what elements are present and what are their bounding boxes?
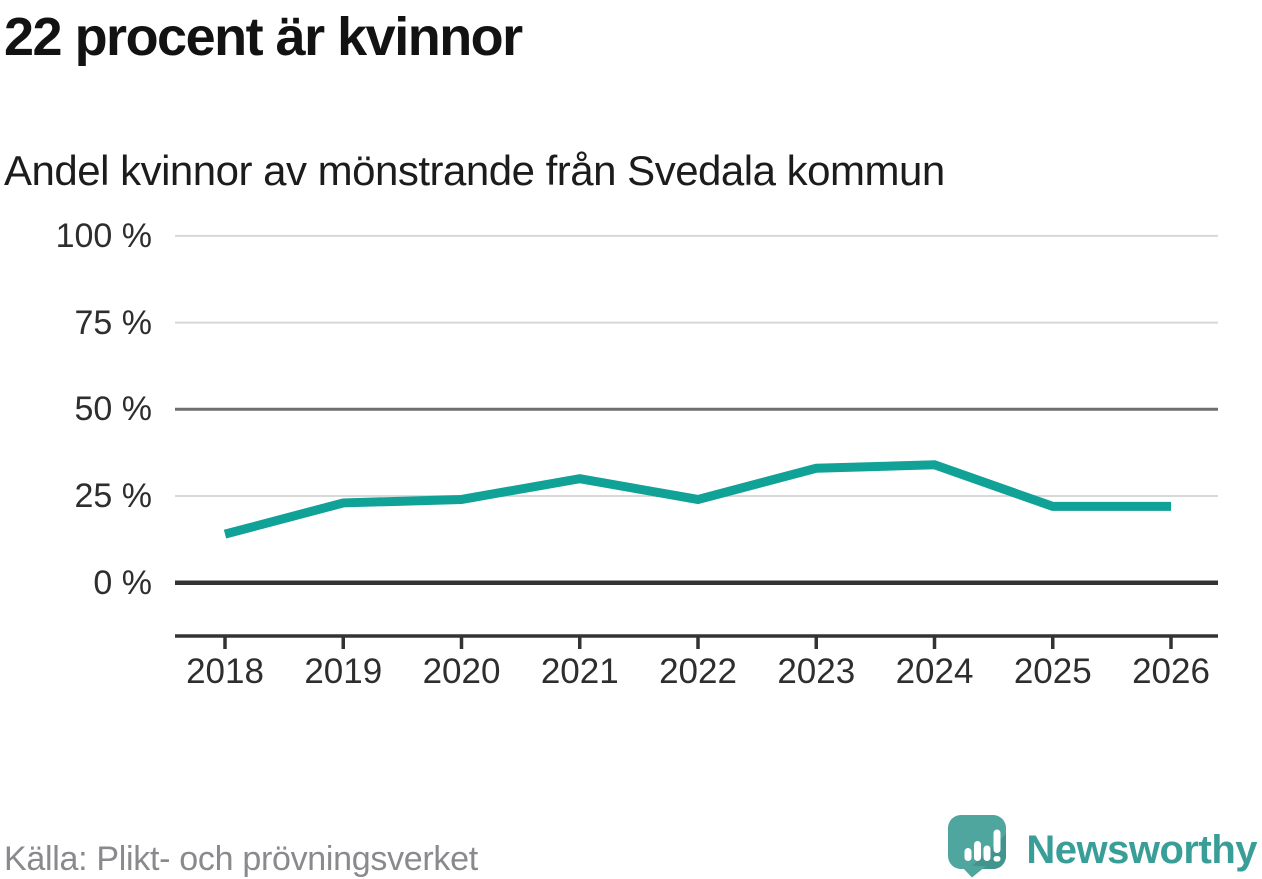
data-line-share-of-women: [223, 460, 1171, 539]
y-axis-tick-label: 75 %: [74, 303, 153, 342]
x-axis-tick-label: 2019: [304, 652, 383, 691]
brand-name: Newsworthy: [1026, 828, 1257, 872]
x-axis-tick-label: 2023: [777, 652, 856, 691]
x-axis-tick-label: 2026: [1132, 652, 1210, 691]
x-axis-tick-label: 2022: [659, 652, 737, 691]
x-axis-tick-label: 2025: [1013, 652, 1092, 691]
x-axis-tick-label: 2021: [540, 652, 619, 691]
chart-title: 22 procent är kvinnor: [4, 7, 523, 67]
chart-subtitle: Andel kvinnor av mönstrande från Svedala…: [4, 147, 945, 194]
y-axis-tick-label: 0 %: [93, 563, 152, 602]
x-axis-tick-label: 2024: [895, 652, 974, 691]
x-axis-tick-label: 2018: [186, 652, 264, 691]
source-note: Källa: Plikt- och prövningsverket: [4, 840, 478, 878]
y-axis-tick-label: 50 %: [74, 390, 153, 429]
x-axis-tick-label: 2020: [422, 652, 501, 691]
y-axis-tick-label: 100 %: [55, 216, 152, 255]
newsworthy-speech-bubble-bar-chart-icon: [948, 815, 1006, 878]
y-axis-tick-label: 25 %: [74, 477, 153, 515]
